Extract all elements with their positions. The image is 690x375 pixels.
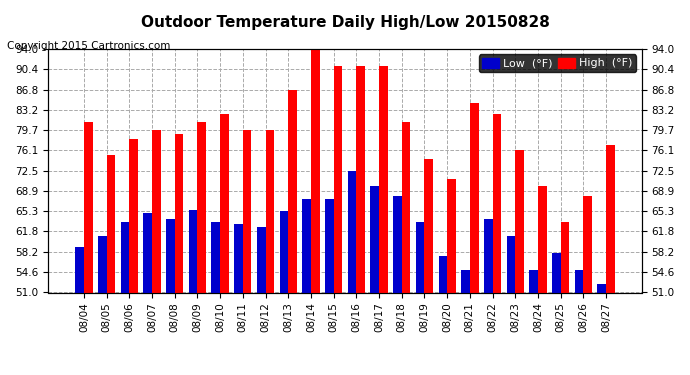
Bar [84,123,92,292]
Legend: Low  (°F), High  (°F): Low (°F), High (°F) [479,54,636,72]
Bar [144,213,152,292]
Bar [302,199,311,292]
Bar [189,210,197,292]
Bar [98,236,106,292]
Bar [121,222,129,292]
Text: Outdoor Temperature Daily High/Low 20150828: Outdoor Temperature Daily High/Low 20150… [141,15,549,30]
Bar [484,219,493,292]
Bar [424,159,433,292]
Bar [447,179,456,292]
Bar [212,222,220,292]
Bar [515,150,524,292]
Text: Copyright 2015 Cartronics.com: Copyright 2015 Cartronics.com [7,41,170,51]
Bar [439,256,447,292]
Bar [288,90,297,292]
Bar [266,130,274,292]
Bar [175,134,184,292]
Bar [257,227,266,292]
Bar [538,186,546,292]
Bar [606,145,615,292]
Bar [334,66,342,292]
Bar [152,130,161,292]
Bar [243,130,251,292]
Bar [402,123,411,292]
Bar [416,222,424,292]
Bar [129,139,138,292]
Bar [561,222,569,292]
Bar [371,186,379,292]
Bar [379,66,388,292]
Bar [584,196,592,292]
Bar [356,66,365,292]
Bar [552,253,561,292]
Bar [325,199,334,292]
Bar [311,49,319,292]
Bar [506,236,515,292]
Bar [220,114,229,292]
Bar [470,103,478,292]
Bar [166,219,175,292]
Bar [197,123,206,292]
Bar [529,270,538,292]
Bar [461,270,470,292]
Bar [598,284,606,292]
Bar [279,211,288,292]
Bar [75,247,84,292]
Bar [393,196,402,292]
Bar [106,155,115,292]
Bar [348,171,356,292]
Bar [234,225,243,292]
Bar [493,114,501,292]
Bar [575,270,584,292]
